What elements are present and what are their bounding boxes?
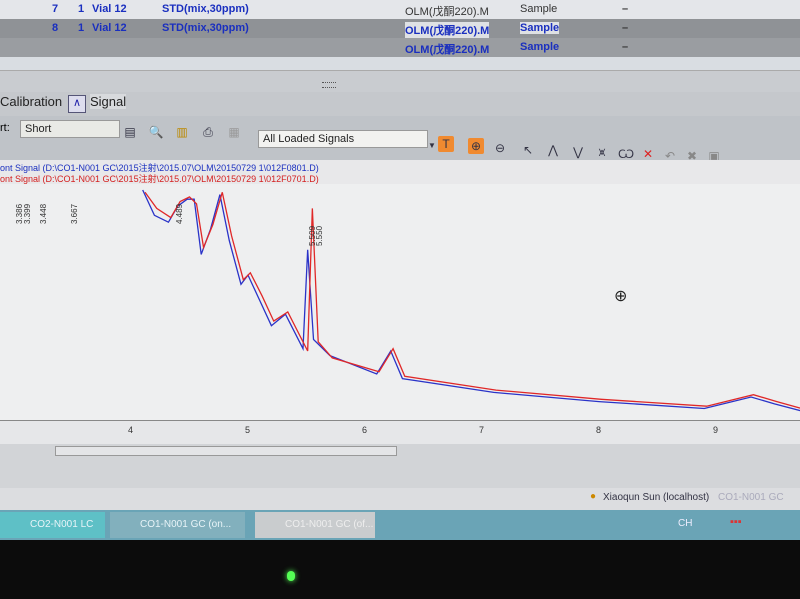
taskbar-item[interactable]: CO1-N001 GC (of... xyxy=(255,512,375,538)
signals-select[interactable]: All Loaded Signals xyxy=(258,130,428,148)
x-tick-label: 4 xyxy=(128,425,134,435)
x-tick-label: 9 xyxy=(713,425,719,435)
copy-icon[interactable]: ▤ xyxy=(124,125,136,139)
toolbar: rt: Short ▤ 🔍 ▥ ⎙ ▦ All Loaded Signals ▼… xyxy=(0,116,800,163)
paste-icon[interactable]: ▥ xyxy=(176,125,188,139)
cell-inj: 1 xyxy=(78,3,85,15)
status-user: Xiaoqun Sun (localhost) xyxy=(603,492,710,503)
zoom-in-icon[interactable]: ⊕ xyxy=(468,138,484,154)
cell-num: 8 xyxy=(52,22,59,34)
status-bar: ● Xiaoqun Sun (localhost) CO1-N001 GC xyxy=(0,488,800,510)
peak-label: 3.667 xyxy=(70,203,79,224)
cell-method: OLM(戊酮220).M xyxy=(405,44,490,56)
peak-label: 5.509 xyxy=(308,225,317,246)
horizontal-scrollbar[interactable] xyxy=(55,446,397,456)
cell-name: STD(mix,30ppm) xyxy=(162,3,249,15)
x-tick-label: 5 xyxy=(245,425,251,435)
delete-peak-icon[interactable]: ✕ xyxy=(642,147,654,161)
chromatogram-plot[interactable]: 3.386 3.399 3.448 3.667 4.489 5.509 5.550 ⊕ xyxy=(0,184,800,434)
tab-calibration[interactable]: Calibration xyxy=(0,94,63,109)
x-tick-label: 7 xyxy=(479,425,485,435)
zoom-cursor-icon: ⊕ xyxy=(614,288,628,305)
table-row[interactable]: 7 1 Vial 12 STD(mix,30ppm) OLM(戊酮220).M … xyxy=(0,0,800,19)
preview-icon[interactable]: 🔍 xyxy=(148,125,164,139)
cell-method: OLM(戊酮220).M xyxy=(405,22,490,38)
split-peak-icon[interactable]: ⩙ xyxy=(598,145,606,159)
table-row[interactable]: 8 1 Vial 12 STD(mix,30ppm) OLM(戊酮220).M … xyxy=(0,19,800,38)
zoom-out-icon[interactable]: ⊖ xyxy=(494,141,506,155)
tray-icons[interactable]: ▪▪▪ xyxy=(730,516,742,528)
peak-label: 4.489 xyxy=(175,203,184,224)
user-icon: ● xyxy=(590,491,597,502)
report-style-input[interactable]: Short xyxy=(20,120,120,138)
undo-icon[interactable]: ↶ xyxy=(664,149,676,163)
cell-vial: Vial 12 xyxy=(92,3,127,15)
print-icon[interactable]: ⎙ xyxy=(203,125,213,139)
cell-amount: – xyxy=(622,22,629,34)
cell-type: Sample xyxy=(520,22,560,34)
multi-peak-icon[interactable]: Ѡ xyxy=(618,147,635,161)
cell-method: OLM(戊酮220).M xyxy=(405,6,489,18)
cell-amount: – xyxy=(622,41,629,53)
peak-label: 3.399 xyxy=(23,203,32,224)
taskbar: CO2-N001 LC (off... CO1-N001 GC (on... C… xyxy=(0,510,800,556)
scroll-area xyxy=(0,444,800,488)
valley-icon[interactable]: ⋁ xyxy=(573,145,583,159)
language-indicator[interactable]: CH xyxy=(678,518,693,529)
peak-label: 3.386 xyxy=(15,203,24,224)
cell-type: Sample xyxy=(520,3,558,15)
x-axis: 4 5 6 7 8 9 xyxy=(0,420,800,445)
x-tick-label: 8 xyxy=(596,425,602,435)
signal-icon: ∧ xyxy=(68,95,86,113)
monitor-bezel xyxy=(0,540,800,599)
table-row[interactable]: OLM(戊酮220).M Sample – xyxy=(0,38,800,57)
tab-bar: Calibration ∧ Signal xyxy=(0,92,800,116)
peak-icon[interactable]: ⋀ xyxy=(548,143,558,157)
cell-name: STD(mix,30ppm) xyxy=(162,22,249,34)
trace-red xyxy=(144,191,800,409)
cell-amount: – xyxy=(622,3,629,15)
cell-num: 7 xyxy=(52,3,59,15)
pointer-icon[interactable]: ↖ xyxy=(522,143,534,157)
export-icon[interactable]: ▦ xyxy=(228,125,240,139)
peak-label: 3.448 xyxy=(39,203,48,224)
tool-icon[interactable]: T xyxy=(438,136,454,152)
legend-blue: ont Signal (D:\CO1-N001 GC\2015注射\2015.0… xyxy=(0,163,319,173)
tab-signal[interactable]: Signal xyxy=(90,94,127,109)
peak-label: 5.550 xyxy=(315,225,324,246)
signal-legend: ont Signal (D:\CO1-N001 GC\2015注射\2015.0… xyxy=(0,160,800,184)
trace-blue xyxy=(142,189,800,412)
cancel-icon[interactable]: ✖ xyxy=(686,149,698,163)
cell-inj: 1 xyxy=(78,22,85,34)
status-instrument: CO1-N001 GC xyxy=(718,492,784,503)
power-light-icon xyxy=(287,571,295,581)
lock-icon[interactable]: ▣ xyxy=(708,149,720,163)
chevron-down-icon[interactable]: ▼ xyxy=(428,141,436,150)
sequence-table: 7 1 Vial 12 STD(mix,30ppm) OLM(戊酮220).M … xyxy=(0,0,800,70)
x-tick-label: 6 xyxy=(362,425,368,435)
taskbar-item[interactable]: CO1-N001 GC (on... xyxy=(110,512,245,538)
report-label: rt: xyxy=(0,122,10,134)
legend-red: ont Signal (D:\CO1-N001 GC\2015注射\2015.0… xyxy=(0,174,319,184)
cell-type: Sample xyxy=(520,41,560,53)
splitter[interactable] xyxy=(0,70,800,93)
taskbar-item[interactable]: CO2-N001 LC (off... xyxy=(0,512,105,556)
cell-vial: Vial 12 xyxy=(92,22,127,34)
